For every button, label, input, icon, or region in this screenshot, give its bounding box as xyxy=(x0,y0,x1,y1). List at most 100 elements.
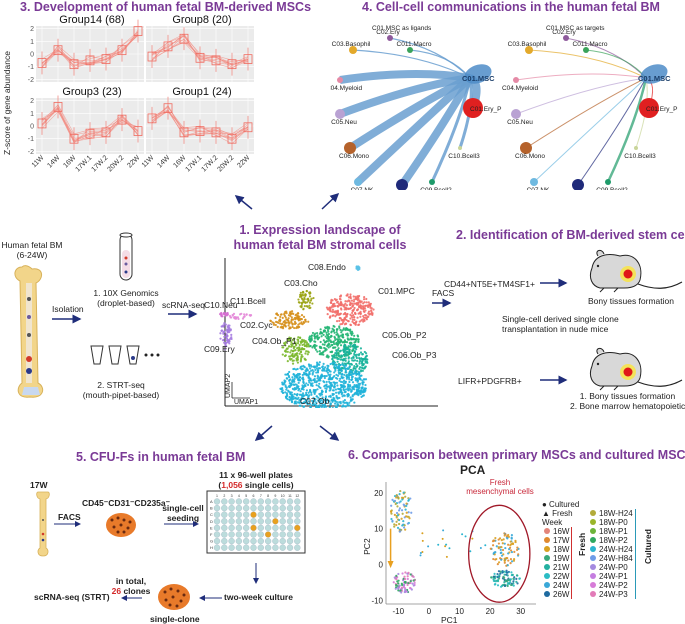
x-axis-label: PC1 xyxy=(441,615,458,624)
hub-node xyxy=(464,64,492,84)
positive-well xyxy=(250,511,257,518)
mouse-icon-2 xyxy=(589,347,683,391)
node-label: C02.Ery xyxy=(552,30,576,36)
well xyxy=(221,498,228,505)
node-label: C09.Bcell2 xyxy=(420,187,452,190)
well xyxy=(243,511,250,518)
legend-item-cultured: 18W-P1 xyxy=(590,527,633,536)
well xyxy=(243,518,250,525)
node-label: C06.Mono xyxy=(515,153,545,160)
plate-row-label: B xyxy=(210,506,213,511)
cell-node xyxy=(583,47,589,53)
p5-seeding-line1: single-cell xyxy=(162,503,204,513)
method2-label: 2. STRT-seq (mouth-pipet-based) xyxy=(80,380,162,400)
well xyxy=(257,518,264,525)
cell-node xyxy=(407,47,413,53)
well xyxy=(235,518,243,525)
cell-node xyxy=(520,142,532,154)
legend-cultured-shape: ● Cultured xyxy=(542,500,580,509)
legend-item-cultured: 24W-P0 xyxy=(590,563,633,572)
plate-col-label: 6 xyxy=(253,494,255,498)
legend-swatch xyxy=(544,573,550,579)
node-label: C07.NK xyxy=(527,187,550,190)
pca-point xyxy=(471,537,474,540)
plate-col-label: 3 xyxy=(231,494,233,498)
y-tick-label: -2 xyxy=(28,149,34,156)
node-label: C10.Bcell3 xyxy=(624,153,656,160)
node-label: C011.Macro xyxy=(573,41,608,48)
result2-label: 1. Bony tissues formation 2. Bone marrow… xyxy=(570,391,685,411)
well xyxy=(264,511,272,518)
well xyxy=(286,511,294,518)
legend-fresh-shape: ▲ Fresh xyxy=(542,509,573,518)
pca-point xyxy=(461,533,464,536)
plate-col-label: 10 xyxy=(281,494,285,498)
legend-label: 18W-P1 xyxy=(599,527,628,536)
well xyxy=(272,531,279,538)
pca-point xyxy=(469,550,472,553)
panel4-left-subtitle: C01.MSC as ligands xyxy=(372,25,432,32)
y-tick-label: 20 xyxy=(374,489,383,498)
edge xyxy=(606,77,648,183)
cluster-label: C03.Cho xyxy=(284,278,318,288)
legend-swatch xyxy=(590,564,596,570)
node-label: C02.Ery xyxy=(376,30,400,36)
plate-col-label: 1 xyxy=(216,494,218,498)
well xyxy=(243,544,250,551)
pca-point xyxy=(442,529,445,532)
source-label: Human fetal BM (6-24W) xyxy=(0,240,64,260)
legend-item-cultured: 24W-H84 xyxy=(590,554,633,563)
cell-node xyxy=(525,46,533,54)
scrna-label: scRNA-seq xyxy=(162,300,205,310)
p5-plates-open: ( xyxy=(218,480,222,490)
cell-node xyxy=(530,178,538,186)
node-label: C04.Myeloid xyxy=(330,85,362,92)
x-tick-label: 30 xyxy=(516,607,525,616)
well xyxy=(235,544,243,551)
well xyxy=(264,498,272,505)
edge xyxy=(398,76,474,188)
panel1-title-line1: 1. Expression landscape of xyxy=(239,223,401,237)
legend-label: 19W xyxy=(553,554,570,563)
well xyxy=(294,511,301,518)
panel4-networks: C01.MSC C02.Ery C03.Basophil C011.Macro C04.… xyxy=(330,30,677,190)
well xyxy=(294,498,301,505)
well xyxy=(250,531,257,538)
fresh-ellipse-label: Fresh mesenchymal cells xyxy=(460,478,540,496)
cluster-label: C09.Ery xyxy=(204,344,235,354)
well xyxy=(228,518,235,525)
well xyxy=(221,504,228,512)
arrow-to-panel5 xyxy=(254,425,273,441)
well xyxy=(272,544,279,551)
legend-item-cultured: 24W-P1 xyxy=(590,572,633,581)
umap1-label: UMAP1 xyxy=(234,399,258,406)
well xyxy=(286,531,294,538)
well xyxy=(279,518,286,525)
panel3-charts: Group14 (68) 2 1 0 -1 -2 Group8 (20) Group3 (23… xyxy=(28,14,254,173)
method1-sub-text: (droplet-based) xyxy=(97,298,155,308)
well xyxy=(279,544,286,551)
node-label: C09.Bcell2 xyxy=(596,187,628,190)
source-label-text: Human fetal BM xyxy=(1,240,63,250)
panel5-title: 5. CFU-Fs in human fetal BM xyxy=(76,450,246,464)
result1-label: Bony tissues formation xyxy=(588,296,674,306)
umap-cluster xyxy=(219,311,229,318)
pca-point xyxy=(421,550,424,553)
node-label: C05.Neu xyxy=(331,119,357,126)
legend-item-fresh: 21W xyxy=(544,563,569,572)
plate-col-label: 2 xyxy=(223,494,225,498)
well xyxy=(279,504,286,512)
group-title: Group8 (20) xyxy=(172,14,231,26)
pca-point xyxy=(444,545,447,548)
cell-node xyxy=(511,109,521,119)
panel3-title: 3. Development of human fetal BM-derived… xyxy=(20,0,312,14)
cell-node xyxy=(563,35,569,41)
pca-point xyxy=(419,554,422,557)
arrow-to-panel4 xyxy=(321,192,340,210)
well xyxy=(243,504,250,512)
node-label: C03.Basophil xyxy=(332,41,371,48)
well xyxy=(228,511,235,518)
result2-line1: 1. Bony tissues formation xyxy=(579,391,676,401)
cluster-label: C01.MPC xyxy=(378,286,415,296)
cluster-label: C10.Neu xyxy=(204,300,238,310)
